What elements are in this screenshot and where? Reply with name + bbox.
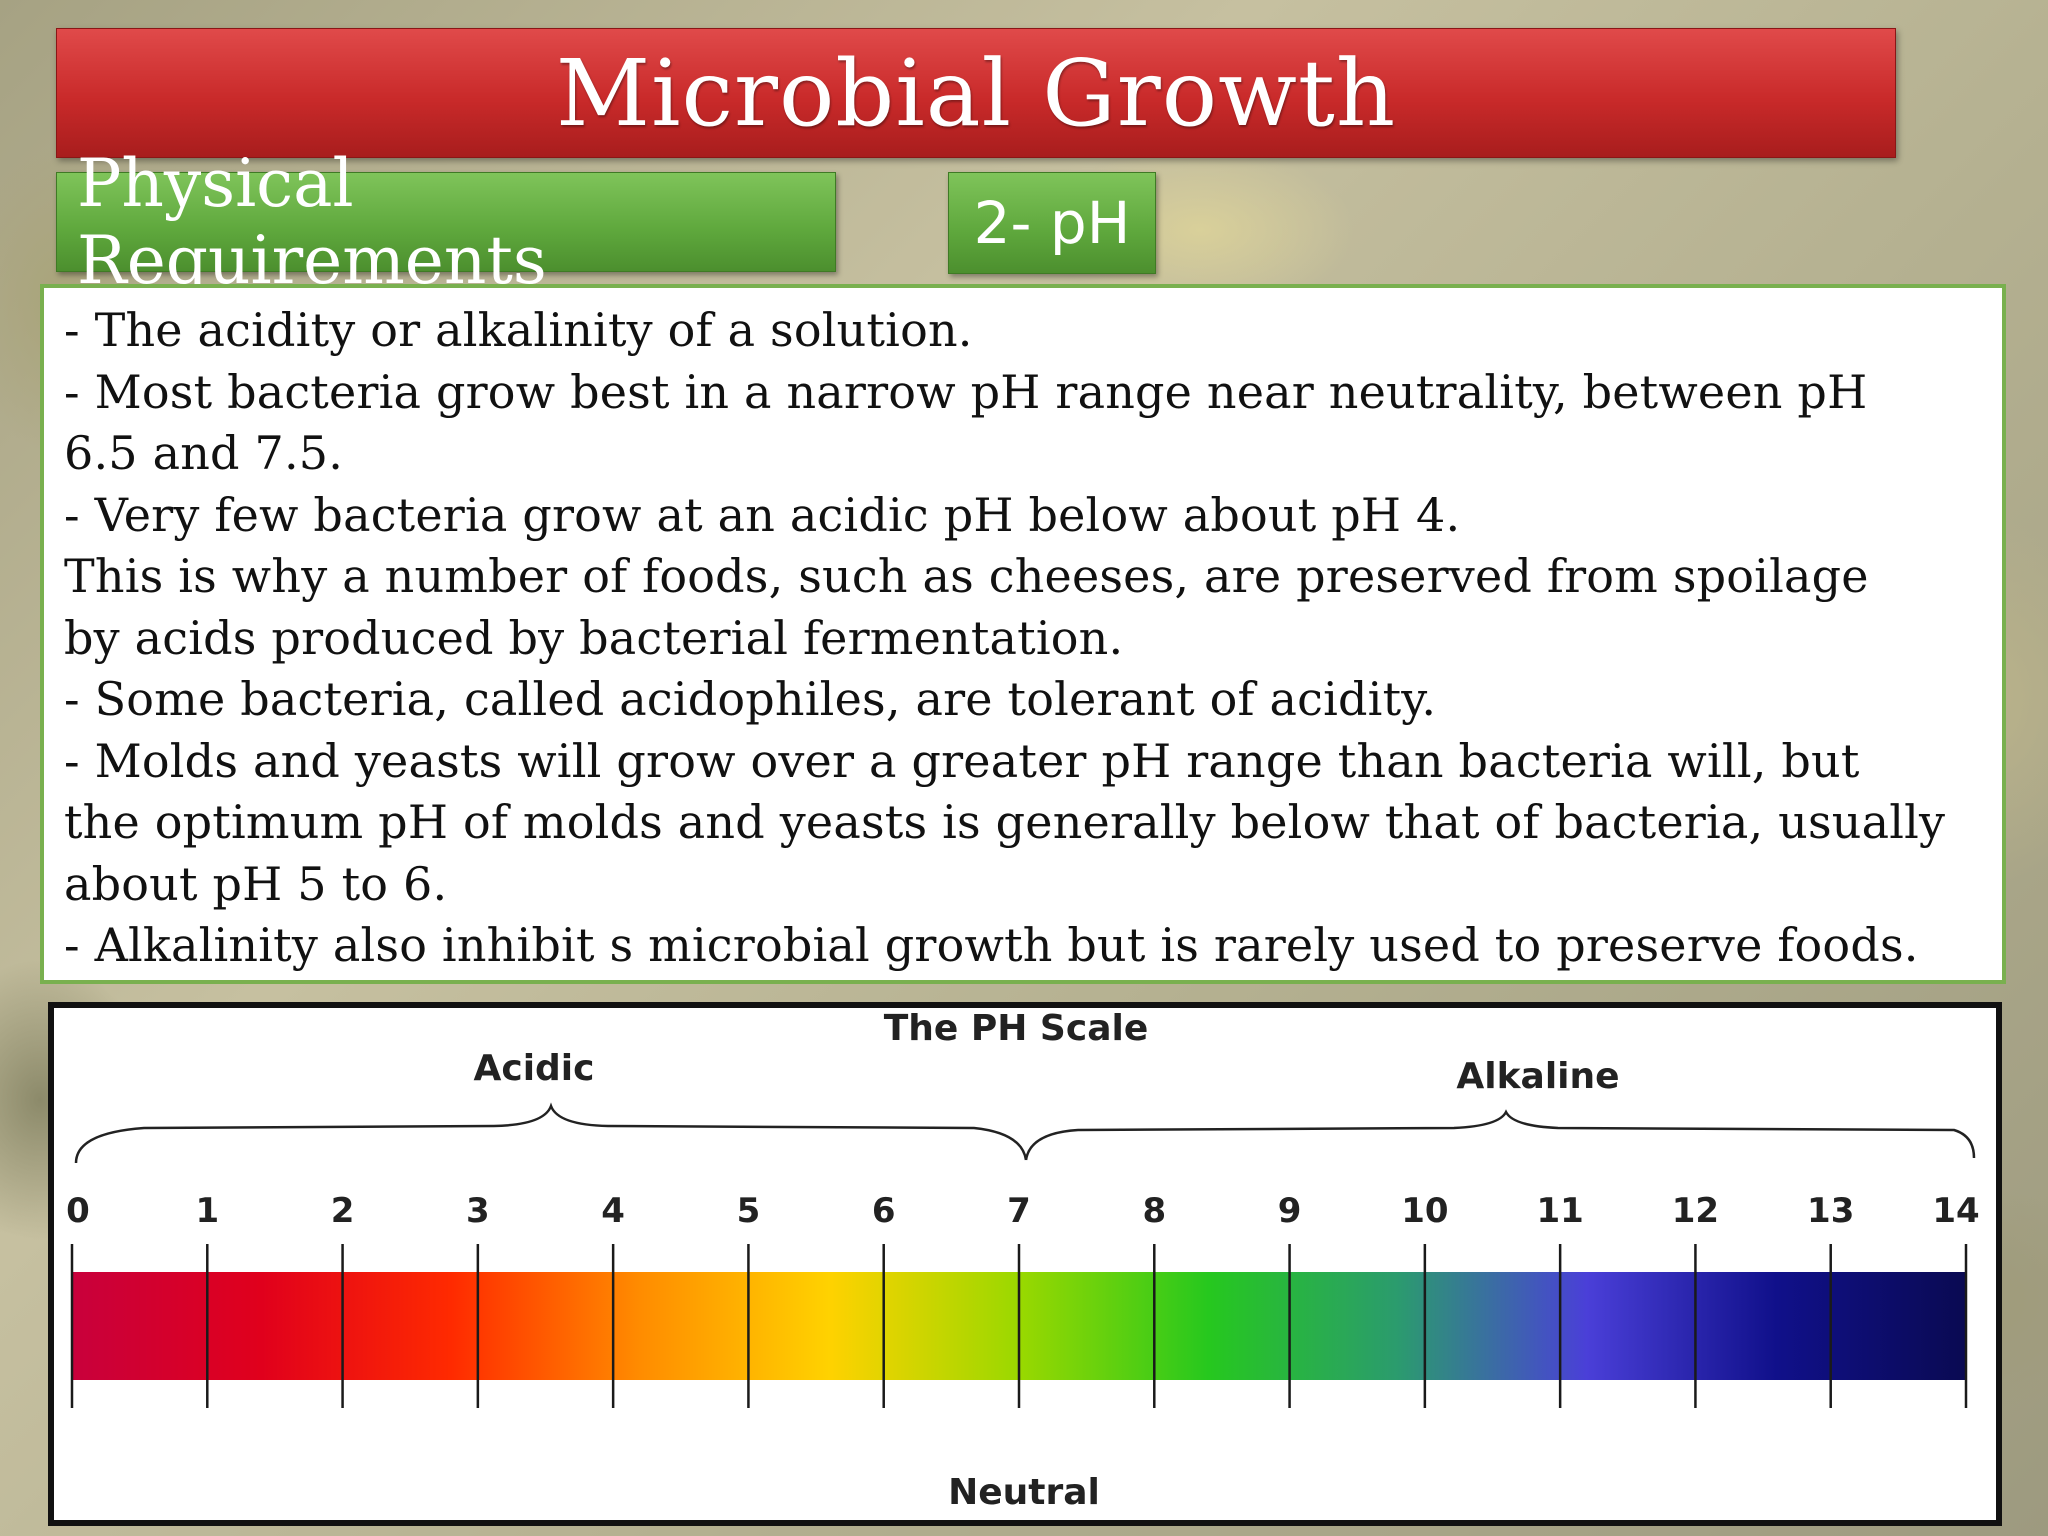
section-tag-label: Physical Requirements [77, 145, 547, 299]
text-line: - Most bacteria grow best in a narrow pH… [64, 364, 1868, 419]
ph-tick-label: 8 [1142, 1191, 1166, 1231]
ph-scale-title: The PH Scale [884, 1008, 1149, 1049]
ph-tick-label: 6 [872, 1191, 896, 1231]
page-title: Microbial Growth [555, 39, 1397, 147]
topic-tag-label: 2- pH [973, 189, 1131, 257]
text-line: by acids produced by bacterial fermentat… [64, 610, 1124, 665]
ph-tick-label: 7 [1007, 1191, 1031, 1231]
text-line: This is why a number of foods, such as c… [64, 549, 1869, 603]
ph-tick-label: 14 [1932, 1191, 1979, 1231]
ph-tick-label: 5 [737, 1191, 761, 1231]
alkaline-label: Alkaline [1456, 1056, 1619, 1097]
acidic-label: Acidic [474, 1048, 595, 1089]
ph-tick-label: 2 [331, 1191, 355, 1231]
section-tag: Physical Requirements [56, 145, 836, 299]
text-line: - Molds and yeasts will grow over a grea… [64, 733, 1860, 788]
ph-tick-label: 9 [1278, 1191, 1302, 1231]
text-line: - Alkalinity also inhibit s microbial gr… [64, 918, 1919, 972]
alkaline-brace [1024, 1109, 1976, 1161]
text-line: - The acidity or alkalinity of a solutio… [64, 303, 973, 357]
ph-tick-label: 0 [66, 1191, 90, 1231]
text-line: - Very few bacteria grow at an acidic pH… [64, 487, 1461, 542]
ph-tick-label: 3 [466, 1191, 490, 1231]
ph-tick-label: 13 [1807, 1191, 1854, 1231]
ph-tick-label: 10 [1401, 1191, 1448, 1231]
acidic-brace [74, 1102, 1028, 1164]
ph-tick-label: 1 [195, 1191, 219, 1231]
text-line: about pH 5 to 6. [64, 856, 448, 911]
text-line: 6.5 and 7.5. [64, 426, 344, 480]
ph-tick-label: 11 [1536, 1191, 1583, 1231]
ph-tick-labels: 0 1 2 3 4 5 6 7 8 9 10 11 12 13 14 [66, 1191, 1980, 1231]
ph-tick-label: 4 [601, 1191, 625, 1231]
neutral-label: Neutral [948, 1472, 1100, 1513]
text-panel: - The acidity or alkalinity of a solutio… [40, 284, 2006, 984]
text-line: the optimum pH of molds and yeasts is ge… [64, 795, 1946, 849]
text-line: - Some bacteria, called acidophiles, are… [64, 672, 1437, 726]
title-banner: Microbial Growth [56, 28, 1896, 158]
ph-tick-label: 12 [1672, 1191, 1719, 1231]
topic-tag: 2- pH [948, 172, 1156, 274]
ph-tick-marks [70, 1244, 1968, 1408]
